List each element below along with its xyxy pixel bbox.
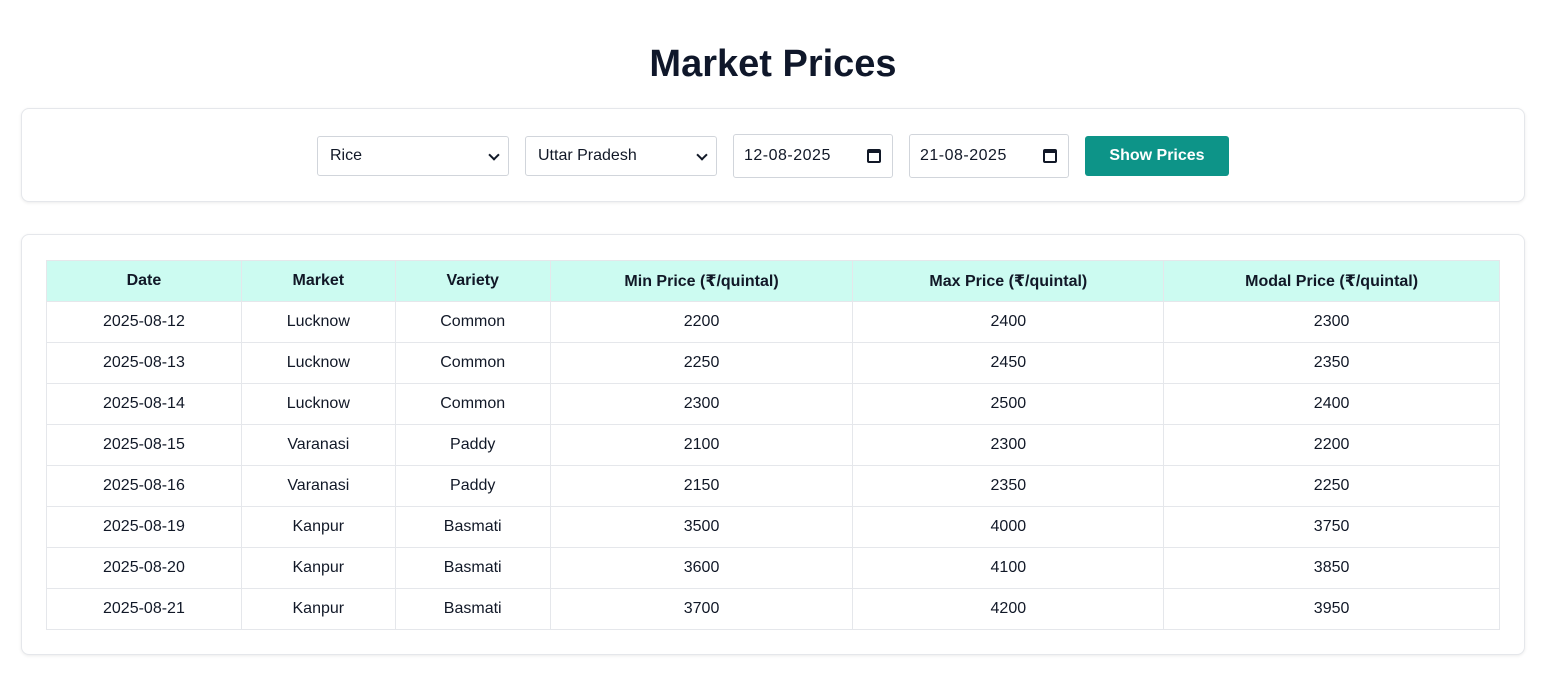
cell-min-price: 3600	[549, 547, 854, 589]
commodity-select-value: Rice	[330, 147, 363, 164]
cell-max-price: 2400	[852, 301, 1165, 343]
cell-min-price: 3500	[549, 506, 854, 548]
cell-market: Kanpur	[240, 547, 396, 589]
cell-min-price: 2300	[549, 383, 854, 425]
column-header-date: Date	[46, 260, 242, 302]
column-header-modal-price: Modal Price (₹/quintal)	[1163, 260, 1500, 302]
filter-row: Rice Uttar Pradesh 12-08-2025 21-08-2025…	[22, 134, 1524, 178]
cell-date: 2025-08-19	[46, 506, 242, 548]
cell-variety: Basmati	[394, 547, 551, 589]
cell-market: Varanasi	[240, 424, 396, 466]
state-select[interactable]: Uttar Pradesh	[525, 136, 717, 176]
cell-min-price: 2200	[549, 301, 854, 343]
table-row: 2025-08-21 Kanpur Basmati 3700 4200 3950	[46, 588, 1500, 630]
chevron-down-icon	[488, 149, 500, 161]
table-row: 2025-08-19 Kanpur Basmati 3500 4000 3750	[46, 506, 1500, 548]
from-date-input[interactable]: 12-08-2025	[733, 134, 893, 178]
cell-market: Kanpur	[240, 588, 396, 630]
column-header-max-price: Max Price (₹/quintal)	[852, 260, 1165, 302]
filter-card: Rice Uttar Pradesh 12-08-2025 21-08-2025…	[21, 108, 1525, 202]
cell-variety: Common	[394, 301, 551, 343]
table-row: 2025-08-12 Lucknow Common 2200 2400 2300	[46, 301, 1500, 343]
cell-max-price: 2450	[852, 342, 1165, 384]
cell-min-price: 3700	[549, 588, 854, 630]
cell-variety: Common	[394, 342, 551, 384]
column-header-variety: Variety	[394, 260, 551, 302]
cell-date: 2025-08-14	[46, 383, 242, 425]
cell-modal-price: 2300	[1163, 301, 1500, 343]
calendar-icon[interactable]	[867, 149, 881, 163]
cell-modal-price: 2400	[1163, 383, 1500, 425]
cell-max-price: 2500	[852, 383, 1165, 425]
table-row: 2025-08-14 Lucknow Common 2300 2500 2400	[46, 383, 1500, 425]
cell-max-price: 2300	[852, 424, 1165, 466]
cell-market: Lucknow	[240, 301, 396, 343]
table-header-row: Date Market Variety Min Price (₹/quintal…	[46, 260, 1500, 302]
cell-date: 2025-08-21	[46, 588, 242, 630]
cell-market: Lucknow	[240, 342, 396, 384]
column-header-market: Market	[240, 260, 396, 302]
cell-modal-price: 3750	[1163, 506, 1500, 548]
to-date-value: 21-08-2025	[920, 147, 1007, 164]
cell-modal-price: 2250	[1163, 465, 1500, 507]
state-select-value: Uttar Pradesh	[538, 147, 637, 164]
cell-modal-price: 2200	[1163, 424, 1500, 466]
cell-date: 2025-08-12	[46, 301, 242, 343]
to-date-input[interactable]: 21-08-2025	[909, 134, 1069, 178]
column-header-min-price: Min Price (₹/quintal)	[549, 260, 854, 302]
cell-date: 2025-08-20	[46, 547, 242, 589]
cell-max-price: 4000	[852, 506, 1165, 548]
show-prices-button[interactable]: Show Prices	[1085, 136, 1229, 176]
cell-modal-price: 3850	[1163, 547, 1500, 589]
prices-table: Date Market Variety Min Price (₹/quintal…	[46, 260, 1500, 630]
table-row: 2025-08-15 Varanasi Paddy 2100 2300 2200	[46, 424, 1500, 466]
cell-max-price: 4200	[852, 588, 1165, 630]
cell-market: Varanasi	[240, 465, 396, 507]
cell-variety: Common	[394, 383, 551, 425]
chevron-down-icon	[696, 149, 708, 161]
page-title: Market Prices	[649, 43, 897, 85]
cell-market: Lucknow	[240, 383, 396, 425]
cell-min-price: 2150	[549, 465, 854, 507]
cell-variety: Paddy	[394, 424, 551, 466]
cell-min-price: 2100	[549, 424, 854, 466]
cell-date: 2025-08-13	[46, 342, 242, 384]
table-row: 2025-08-16 Varanasi Paddy 2150 2350 2250	[46, 465, 1500, 507]
calendar-icon[interactable]	[1043, 149, 1057, 163]
cell-date: 2025-08-15	[46, 424, 242, 466]
cell-max-price: 2350	[852, 465, 1165, 507]
cell-date: 2025-08-16	[46, 465, 242, 507]
table-row: 2025-08-20 Kanpur Basmati 3600 4100 3850	[46, 547, 1500, 589]
cell-variety: Paddy	[394, 465, 551, 507]
cell-variety: Basmati	[394, 588, 551, 630]
cell-variety: Basmati	[394, 506, 551, 548]
cell-max-price: 4100	[852, 547, 1165, 589]
cell-modal-price: 3950	[1163, 588, 1500, 630]
from-date-value: 12-08-2025	[744, 147, 831, 164]
cell-market: Kanpur	[240, 506, 396, 548]
table-row: 2025-08-13 Lucknow Common 2250 2450 2350	[46, 342, 1500, 384]
cell-modal-price: 2350	[1163, 342, 1500, 384]
commodity-select[interactable]: Rice	[317, 136, 509, 176]
cell-min-price: 2250	[549, 342, 854, 384]
table-card: Date Market Variety Min Price (₹/quintal…	[21, 234, 1525, 655]
